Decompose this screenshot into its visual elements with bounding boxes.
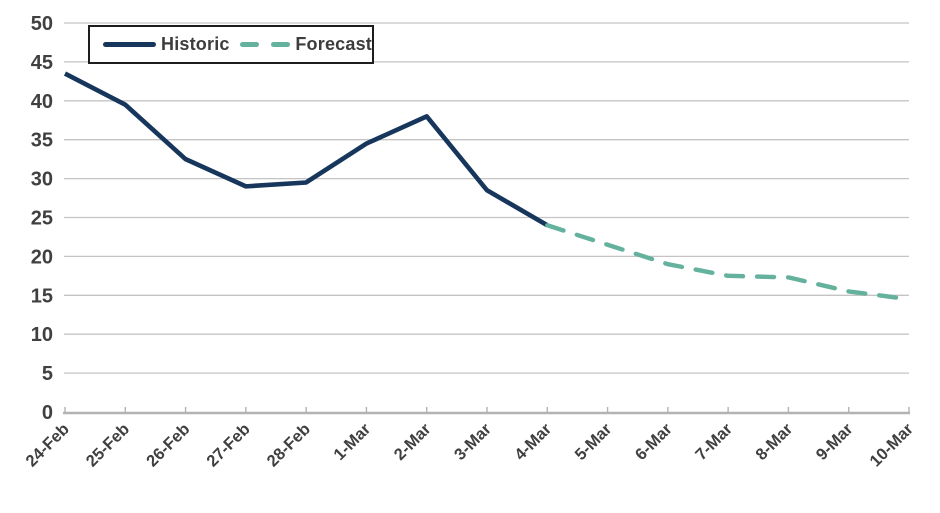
x-axis-label: 5-Mar [572,420,616,464]
legend-label-forecast: Forecast [295,34,372,54]
historic-line-swatch [103,42,156,47]
x-axis-label: 6-Mar [632,420,676,464]
y-axis-label: 0 [42,402,53,424]
legend-swatch-forecast-dash [240,42,260,47]
x-axis-label: 3-Mar [451,420,495,464]
y-axis-label: 10 [31,324,53,346]
y-axis-label: 25 [31,208,53,230]
legend-swatch-forecast-dash [271,42,291,47]
x-axis-label: 28-Feb [264,420,314,470]
x-axis-label: 4-Mar [511,420,555,464]
y-axis-label: 20 [31,246,53,268]
y-axis-label: 30 [31,169,53,191]
legend-item-historic: Historic [103,34,230,55]
y-axis-label: 35 [31,130,53,152]
legend-item-forecast: Forecast [240,34,372,55]
y-axis-label: 5 [42,363,53,385]
x-axis-label: 27-Feb [203,420,253,470]
x-axis-label: 9-Mar [813,420,857,464]
x-axis-label: 24-Feb [22,420,72,470]
x-axis-label: 2-Mar [391,420,435,464]
x-axis-label: 10-Mar [866,420,917,471]
x-axis-label: 8-Mar [752,420,796,464]
legend-dash-gap [259,42,271,47]
x-axis-label: 26-Feb [143,420,193,470]
y-axis-label: 40 [31,91,53,113]
x-axis-label: 1-Mar [330,420,374,464]
x-axis-label: 25-Feb [83,420,133,470]
forecast-line [545,223,912,302]
x-axis-label: 7-Mar [692,420,736,464]
y-axis-label: 15 [31,285,53,307]
y-axis-label: 50 [31,13,53,35]
historic-line [63,71,549,228]
legend-label-historic: Historic [161,34,230,54]
y-axis-label: 45 [31,52,53,74]
legend: Historic Forecast [88,25,374,64]
